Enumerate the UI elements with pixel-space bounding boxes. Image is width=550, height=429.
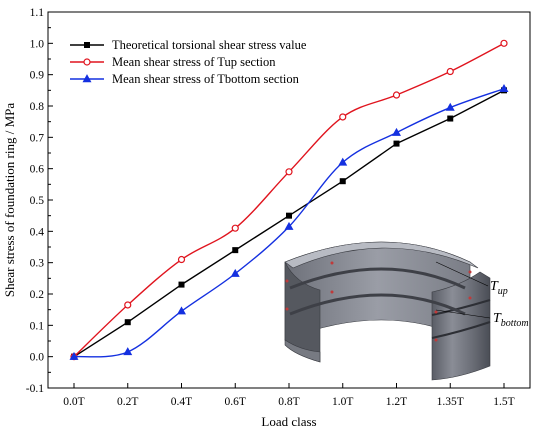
data-point — [231, 224, 239, 232]
x-tick-label: 1.0T — [332, 396, 353, 408]
x-axis: 0.0T 0.2T 0.4T 0.6T 0.8T 1.0T 1.2T 1.35T 1.5T — [63, 383, 515, 408]
legend-label: Theoretical torsional shear stress value — [112, 38, 307, 52]
data-point — [286, 212, 292, 219]
y-tick-label: 0.2 — [30, 289, 45, 301]
data-point — [124, 301, 132, 309]
data-point — [446, 67, 454, 76]
foundation-ring-illustration: Tup Tbottom — [284, 241, 529, 381]
x-tick-label: 0.2T — [117, 396, 138, 408]
data-point — [392, 127, 401, 136]
y-tick-label: 0.5 — [30, 195, 45, 207]
inset-leader-tbottom — [435, 309, 491, 319]
y-tick-label: 0.7 — [30, 132, 45, 144]
y-tick-label: 0.1 — [30, 320, 45, 332]
x-tick-label: 0.4T — [171, 396, 192, 408]
data-point — [393, 140, 400, 147]
data-point — [500, 39, 508, 47]
data-point — [123, 347, 133, 356]
x-tick-label: 1.35T — [437, 396, 464, 408]
x-tick-label: 0.8T — [278, 396, 299, 408]
x-tick-label: 0.6T — [225, 396, 246, 408]
x-tick-label: 1.5T — [493, 396, 514, 408]
legend-label: Mean shear stress of Tup section — [112, 55, 276, 69]
y-tick-label: 0.8 — [30, 101, 45, 113]
x-tick-label: 0.0T — [63, 396, 84, 408]
x-tick-label: 1.2T — [386, 396, 407, 408]
data-point — [177, 255, 186, 264]
x-axis-title: Load class — [261, 414, 316, 429]
series-3 — [69, 83, 509, 360]
y-tick-label: 1.0 — [30, 38, 45, 50]
legend-label: Mean shear stress of Tbottom section — [112, 72, 300, 86]
data-point — [447, 115, 454, 122]
data-point — [83, 58, 91, 66]
data-point — [445, 102, 455, 111]
series-2 — [70, 39, 508, 361]
inset-label-tbottom: Tbottom — [493, 311, 529, 329]
data-point — [392, 91, 401, 99]
data-point — [84, 42, 90, 48]
data-point — [69, 351, 79, 360]
data-point — [284, 221, 294, 230]
data-point — [339, 178, 346, 185]
y-axis-title: Shear stress of foundation ring / MPa — [2, 103, 17, 297]
data-point — [82, 74, 92, 83]
y-tick-label: -0.1 — [26, 383, 44, 395]
series-layer — [69, 39, 509, 361]
inset-label-tup: Tup — [490, 279, 508, 297]
data-point — [232, 247, 239, 254]
y-tick-label: 0.6 — [30, 164, 45, 176]
y-tick-label: 0.0 — [30, 352, 45, 364]
data-point — [285, 168, 293, 176]
y-tick-label: 0.3 — [30, 258, 45, 270]
legend: Theoretical torsional shear stress value… — [70, 38, 307, 86]
legend-item: Theoretical torsional shear stress value — [70, 38, 307, 52]
data-point — [499, 83, 509, 92]
data-point — [339, 113, 347, 121]
data-point — [177, 306, 186, 315]
y-axis: -0.1 0.0 0.1 0.2 0.3 0.4 0.5 0.6 0.7 0.8 0.9 1.0 1.1 — [26, 7, 53, 395]
data-point — [124, 319, 131, 326]
legend-item: Mean shear stress of Tbottom section — [70, 72, 300, 86]
y-tick-label: 1.1 — [30, 7, 45, 19]
y-tick-label: 0.9 — [30, 70, 45, 82]
data-point — [338, 157, 348, 166]
inset-leader-tup — [435, 261, 489, 287]
legend-item: Mean shear stress of Tup section — [70, 55, 276, 69]
data-point — [178, 281, 185, 288]
data-point — [230, 268, 240, 277]
y-tick-label: 0.4 — [30, 226, 45, 238]
